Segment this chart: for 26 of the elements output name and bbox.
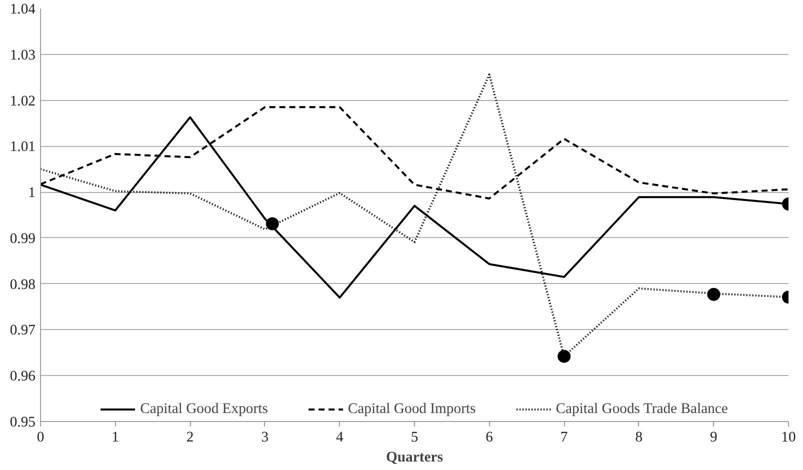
legend-label: Capital Goods Trade Balance xyxy=(556,400,728,418)
y-tick-label: 0.95 xyxy=(10,414,36,430)
x-tick-label: 10 xyxy=(781,430,796,446)
y-tick-label: 1.04 xyxy=(10,2,36,18)
y-tick-label: 0.96 xyxy=(10,368,36,385)
legend-label: Capital Good Imports xyxy=(348,400,476,418)
x-tick-label: 4 xyxy=(336,430,344,446)
x-axis-title: Quarters xyxy=(386,450,444,466)
x-tick-label: 0 xyxy=(36,430,44,446)
y-tick-label: 0.98 xyxy=(10,276,36,293)
y-tick-label: 1 xyxy=(28,185,36,202)
x-tick-label: 7 xyxy=(560,430,568,446)
x-tick-label: 3 xyxy=(261,430,269,446)
x-tick-label: 2 xyxy=(186,430,194,446)
y-tick-label: 1.01 xyxy=(10,139,36,156)
y-tick-label: 0.99 xyxy=(10,230,36,247)
legend-label: Capital Good Exports xyxy=(140,400,268,418)
x-tick-label: 6 xyxy=(486,430,493,446)
x-tick-label: 1 xyxy=(112,430,119,446)
x-tick-label: 8 xyxy=(635,430,643,446)
y-tick-label: 1.03 xyxy=(10,47,36,64)
point xyxy=(266,217,279,230)
y-tick-label: 1.02 xyxy=(10,93,36,110)
y-tick-label: 0.97 xyxy=(10,322,36,339)
x-tick-label: 9 xyxy=(710,430,718,446)
x-tick-label: 5 xyxy=(410,430,418,446)
